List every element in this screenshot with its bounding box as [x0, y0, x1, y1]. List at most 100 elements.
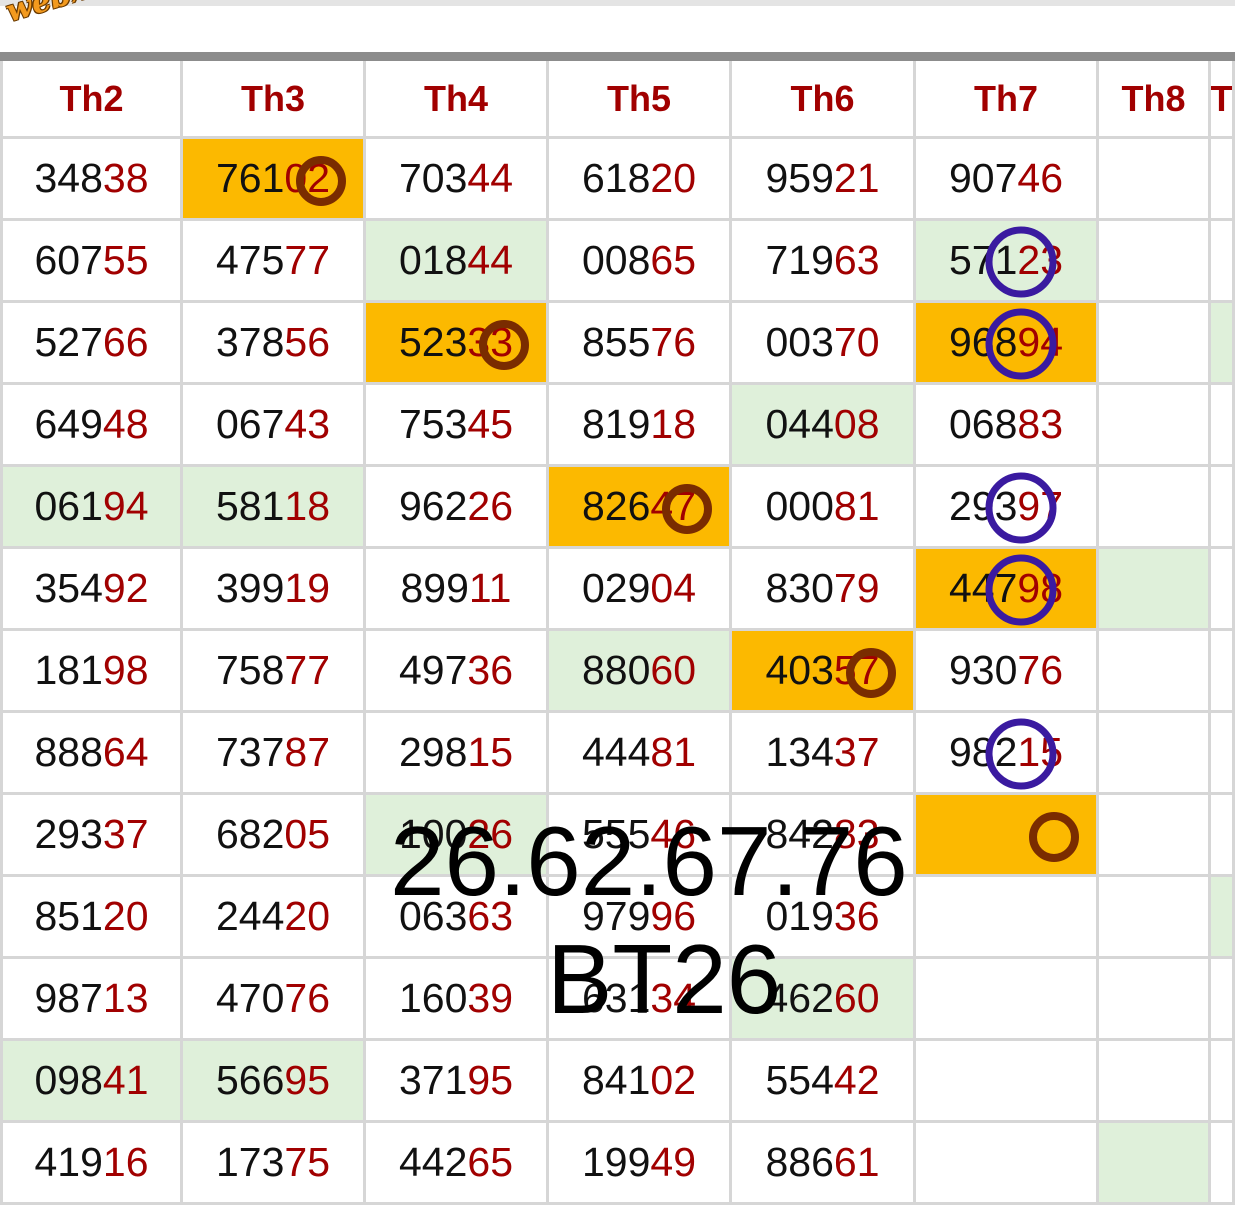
- table-cell: [1211, 549, 1235, 631]
- number-suffix: 48: [102, 401, 149, 447]
- table-cell: 930 76: [916, 631, 1099, 713]
- number-suffix: 19: [284, 565, 331, 611]
- brown-circle-mark: [479, 320, 529, 370]
- blue-circle-mark: [985, 226, 1057, 298]
- number-prefix: 841: [581, 1057, 651, 1103]
- table-cell: 607 55: [0, 221, 183, 303]
- table-cell: 199 49: [549, 1123, 732, 1205]
- column-header-label: Th4: [423, 77, 488, 119]
- table-cell: 044 08: [732, 385, 916, 467]
- number-prefix: 962: [398, 483, 468, 529]
- number-prefix: 134: [765, 729, 834, 775]
- table-cell: 982 15: [916, 713, 1099, 795]
- number-prefix: 399: [215, 565, 285, 611]
- table-cell: 098 41: [0, 1041, 183, 1123]
- number-prefix: 631: [581, 975, 651, 1021]
- number-suffix: 60: [833, 975, 880, 1021]
- number-prefix: 555: [581, 811, 651, 857]
- table-cell: 753 45: [366, 385, 549, 467]
- number-suffix: 92: [102, 565, 149, 611]
- brown-circle-mark: [662, 484, 712, 534]
- column-header-th6: Th6: [732, 61, 916, 139]
- number-suffix: 81: [833, 483, 880, 529]
- table-cell: [1099, 877, 1211, 959]
- column-header-th7: Th7: [916, 61, 1099, 139]
- number-suffix: 65: [650, 237, 697, 283]
- column-header-th4: Th4: [366, 61, 549, 139]
- table-cell: 008 65: [549, 221, 732, 303]
- number-prefix: 442: [398, 1139, 468, 1185]
- table-cell: 631 34: [549, 959, 732, 1041]
- table-cell: 378 56: [183, 303, 366, 385]
- table-cell: 000 81: [732, 467, 916, 549]
- number-prefix: 068: [948, 401, 1018, 447]
- number-prefix: 063: [398, 893, 468, 939]
- table-cell: [1211, 877, 1235, 959]
- number-suffix: 96: [650, 893, 697, 939]
- number-suffix: 04: [650, 565, 697, 611]
- number-prefix: 758: [215, 647, 285, 693]
- table-cell: [1211, 467, 1235, 549]
- number-prefix: 888: [34, 729, 103, 775]
- number-suffix: 60: [650, 647, 697, 693]
- number-prefix: 855: [581, 319, 651, 365]
- number-prefix: 737: [215, 729, 285, 775]
- number-prefix: 554: [765, 1057, 834, 1103]
- table-cell: 293 37: [0, 795, 183, 877]
- table-cell: 181 98: [0, 631, 183, 713]
- number-prefix: 703: [398, 155, 468, 201]
- column-header-label: T: [1211, 77, 1233, 119]
- number-suffix: 08: [833, 401, 880, 447]
- number-suffix: 95: [467, 1057, 514, 1103]
- table-cell: 100 26: [366, 795, 549, 877]
- number-suffix: 77: [284, 237, 331, 283]
- number-suffix: 18: [284, 483, 331, 529]
- table-top-border: [0, 52, 1235, 61]
- number-suffix: 61: [833, 1139, 880, 1185]
- number-suffix: 45: [467, 401, 514, 447]
- number-prefix: 930: [948, 647, 1018, 693]
- column-header-label: Th8: [1121, 77, 1186, 119]
- number-prefix: 098: [34, 1057, 103, 1103]
- number-suffix: 38: [102, 155, 149, 201]
- number-prefix: 470: [215, 975, 285, 1021]
- number-prefix: 987: [34, 975, 103, 1021]
- number-suffix: 37: [833, 729, 880, 775]
- number-suffix: 21: [833, 155, 880, 201]
- number-suffix: 42: [833, 1057, 880, 1103]
- table-cell: 061 94: [0, 467, 183, 549]
- table-cell: 134 37: [732, 713, 916, 795]
- table-cell: [1099, 385, 1211, 467]
- number-suffix: 87: [284, 729, 331, 775]
- number-prefix: 682: [215, 811, 285, 857]
- number-prefix: 003: [765, 319, 834, 365]
- number-suffix: 76: [284, 975, 331, 1021]
- number-prefix: 462: [765, 975, 834, 1021]
- table-cell: [1099, 959, 1211, 1041]
- number-prefix: 100: [398, 811, 468, 857]
- number-suffix: 83: [833, 811, 880, 857]
- table-cell: [1211, 385, 1235, 467]
- table-cell: 899 11: [366, 549, 549, 631]
- number-prefix: 979: [581, 893, 651, 939]
- column-header-label: Th5: [606, 77, 671, 119]
- table-cell: 758 77: [183, 631, 366, 713]
- table-cell: [1099, 713, 1211, 795]
- column-header-th5: Th5: [549, 61, 732, 139]
- number-suffix: 26: [467, 483, 514, 529]
- number-prefix: 378: [215, 319, 285, 365]
- table-cell: 855 76: [549, 303, 732, 385]
- blue-circle-mark: [985, 308, 1057, 380]
- table-cell: [1211, 959, 1235, 1041]
- number-suffix: 49: [650, 1139, 697, 1185]
- table-cell: 371 95: [366, 1041, 549, 1123]
- table-cell: [1099, 303, 1211, 385]
- number-prefix: 618: [581, 155, 651, 201]
- number-suffix: 63: [467, 893, 514, 939]
- table-cell: 063 63: [366, 877, 549, 959]
- blue-circle-mark: [985, 718, 1057, 790]
- table-cell: 907 46: [916, 139, 1099, 221]
- number-prefix: 293: [948, 483, 1018, 529]
- table-cell: [1099, 221, 1211, 303]
- number-suffix: 11: [468, 565, 512, 611]
